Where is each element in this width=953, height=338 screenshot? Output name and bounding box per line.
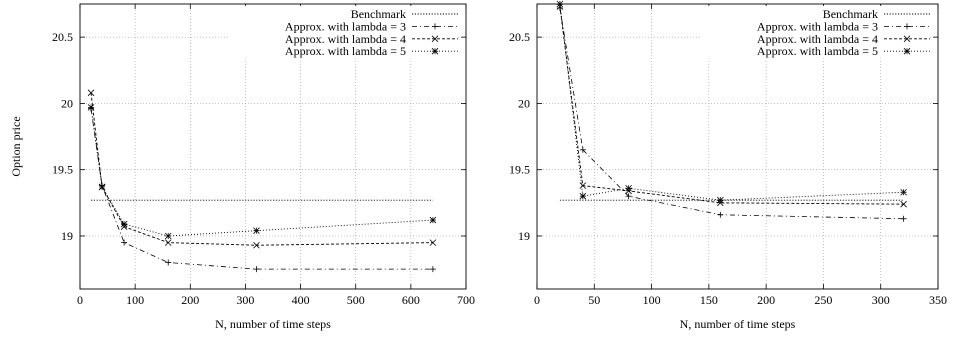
x-tick-label: 0 xyxy=(77,293,83,307)
legend-label: Approx. with lambda = 5 xyxy=(757,44,878,58)
data-point xyxy=(625,193,632,200)
y-axis-label: Option price xyxy=(9,116,23,176)
series-line-4 xyxy=(90,107,433,237)
data-point xyxy=(579,146,586,153)
legend-marker xyxy=(903,35,911,43)
y-tick-label: 19.5 xyxy=(509,163,530,177)
x-tick-label: 250 xyxy=(814,293,832,307)
x-tick-label: 700 xyxy=(457,293,475,307)
x-tick-label: 500 xyxy=(347,293,365,307)
data-point xyxy=(429,216,437,224)
data-point xyxy=(900,200,907,208)
data-point xyxy=(556,0,564,8)
data-point xyxy=(717,211,724,218)
data-point xyxy=(900,215,907,222)
legend-marker xyxy=(432,23,438,30)
data-point xyxy=(579,182,587,189)
x-tick-label: 300 xyxy=(236,293,254,307)
x-tick-label: 200 xyxy=(757,293,775,307)
chart-panel-2: 0 50 100 150 200 250 300 350 19 19.5 20 20.5 Benchma… xyxy=(509,0,947,331)
x-tick-label: 300 xyxy=(872,293,890,307)
legend-label: Approx. with lambda = 5 xyxy=(285,44,406,58)
legend-marker xyxy=(904,23,910,30)
x-tick-label: 600 xyxy=(402,293,420,307)
data-point xyxy=(253,241,260,249)
legend-label: Approx. with lambda = 3 xyxy=(757,19,878,33)
y-tick-label: 20.5 xyxy=(52,30,73,44)
legend-label: Approx. with lambda = 4 xyxy=(285,32,406,46)
y-tick-label: 19 xyxy=(61,229,73,243)
legend-background xyxy=(230,6,456,59)
data-point xyxy=(717,196,724,204)
x-axis-label: N, number of time steps xyxy=(215,317,331,331)
y-tick-label: 20.5 xyxy=(509,30,530,44)
data-point xyxy=(253,227,260,234)
legend-label: Benchmark xyxy=(823,7,878,21)
data-point xyxy=(87,89,95,97)
plot-frame xyxy=(536,3,939,290)
data-point xyxy=(429,239,437,246)
x-tick-label: 350 xyxy=(929,293,947,307)
x-tick-label: 100 xyxy=(643,293,661,307)
y-tick-label: 20 xyxy=(518,96,530,110)
data-point xyxy=(87,104,95,111)
legend-label: Approx. with lambda = 4 xyxy=(757,32,878,46)
x-tick-label: 50 xyxy=(588,293,600,307)
data-point xyxy=(121,239,128,246)
series-line-3 xyxy=(90,92,433,246)
y-tick-label: 19.5 xyxy=(52,163,73,177)
data-point xyxy=(165,259,172,266)
x-axis-label: N, number of time steps xyxy=(680,317,796,331)
x-tick-label: 0 xyxy=(534,293,540,307)
data-point xyxy=(429,266,436,273)
legend-marker xyxy=(431,47,439,55)
x-tick-label: 150 xyxy=(700,293,718,307)
x-tick-label: 200 xyxy=(181,293,199,307)
data-point xyxy=(253,266,260,273)
y-tick-label: 19 xyxy=(518,229,530,243)
legend-background xyxy=(702,6,928,59)
legend-marker xyxy=(903,47,911,55)
legend-marker xyxy=(431,35,439,43)
data-point xyxy=(900,188,907,196)
data-point xyxy=(625,184,632,192)
legend-label: Approx. with lambda = 3 xyxy=(285,19,406,33)
data-point xyxy=(579,192,587,200)
plot-frame xyxy=(79,3,467,290)
y-tick-label: 20 xyxy=(61,96,73,110)
chart-panel-1: 0 100 200 300 400 500 600 700 19 19.5 20 20.5 Benchm… xyxy=(9,3,475,331)
data-point xyxy=(164,239,172,246)
x-tick-label: 100 xyxy=(126,293,144,307)
data-point xyxy=(120,220,128,228)
x-tick-label: 400 xyxy=(292,293,310,307)
data-point xyxy=(164,232,172,240)
data-point xyxy=(98,183,106,191)
legend-label: Benchmark xyxy=(351,7,406,21)
